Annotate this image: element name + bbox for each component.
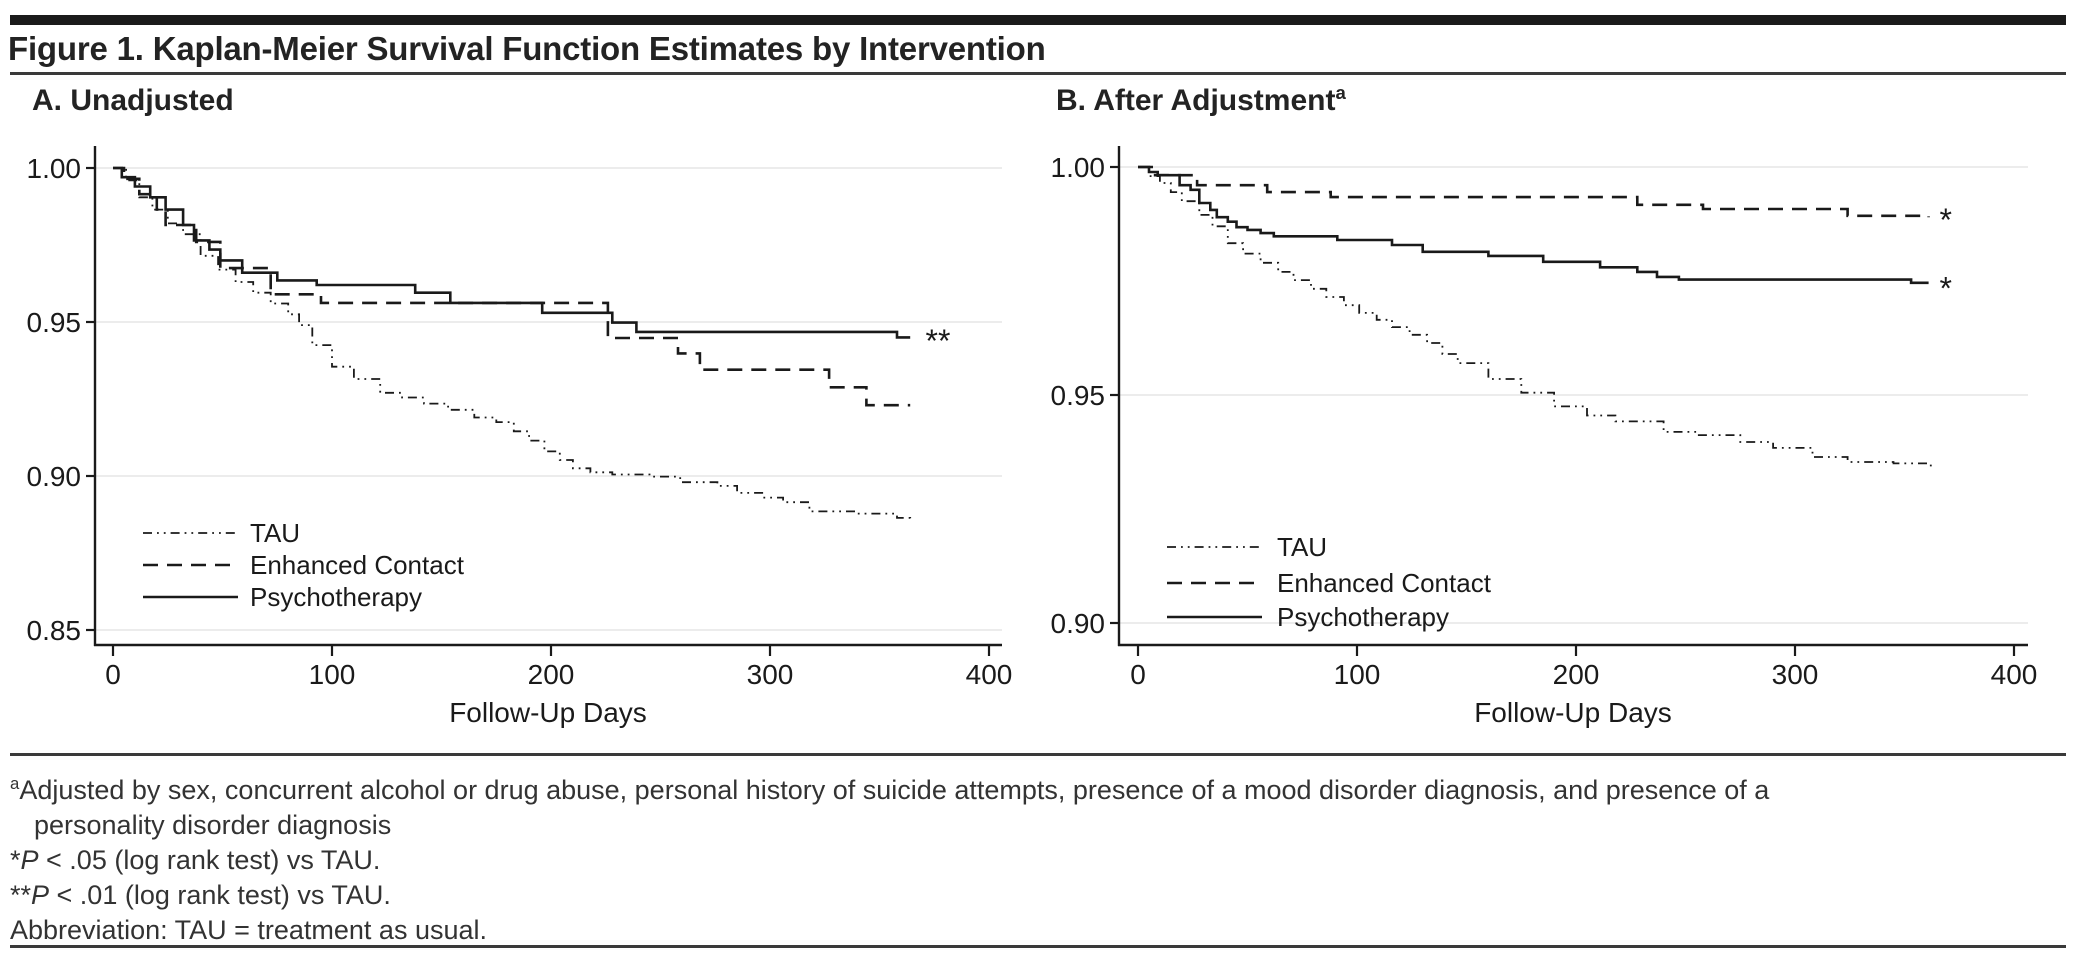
footnote-abbreviation: Abbreviation: TAU = treatment as usual. [10, 915, 487, 945]
panel-a-legend-label-psychotherapy: Psychotherapy [250, 582, 422, 612]
panel-a-x-tick-label: 300 [747, 659, 794, 690]
panel-b-y-tick-label: 1.00 [1051, 152, 1106, 183]
footnote-star2-rest: < .01 (log rank test) vs TAU. [49, 880, 391, 910]
panel-b-title: B. After Adjustmenta [1056, 82, 1346, 118]
footnote-a-superscript: a [10, 774, 20, 793]
panel-b-significance-annotation: * [1940, 202, 1952, 238]
footnote-star2: **P < .01 (log rank test) vs TAU. [10, 878, 2050, 913]
panel-a-legend-label-enhanced-contact: Enhanced Contact [250, 550, 465, 580]
panel-a-x-axis-label: Follow-Up Days [449, 697, 647, 728]
title-divider-rule [10, 72, 2066, 75]
panel-b-x-tick-label: 400 [1991, 659, 2038, 690]
panel-a-x-tick-label: 200 [528, 659, 575, 690]
panel-b-legend-label-tau: TAU [1277, 532, 1327, 562]
footnote-star2-p: P [31, 880, 50, 910]
panel-a-x-tick-label: 0 [105, 659, 121, 690]
panel-b-legend-label-psychotherapy: Psychotherapy [1277, 602, 1449, 632]
panel-a-x-tick-label: 400 [966, 659, 1013, 690]
footnote-adjustment-text1: Adjusted by sex, concurrent alcohol or d… [19, 775, 1770, 805]
panel-b-series-enhanced-contact [1138, 165, 1930, 218]
footnotes-block: aAdjusted by sex, concurrent alcohol or … [10, 766, 2050, 948]
footnote-star1: *P < .05 (log rank test) vs TAU. [10, 843, 2050, 878]
panel-b-series-tau [1138, 166, 1932, 468]
top-border-bar [10, 15, 2066, 25]
panel-b-x-axis-label: Follow-Up Days [1474, 697, 1672, 728]
panel-b-series-psychotherapy [1138, 165, 1929, 285]
panel-a-series-tau [113, 167, 912, 520]
panel-b-y-tick-label: 0.95 [1051, 380, 1106, 411]
panel-a-y-tick-label: 1.00 [27, 153, 82, 184]
panel-b-x-tick-label: 200 [1553, 659, 1600, 690]
panel-b-x-tick-label: 100 [1334, 659, 1381, 690]
panel-b-y-tick-label: 0.90 [1051, 608, 1106, 639]
panel-a-title-text: A. Unadjusted [32, 84, 234, 117]
footnote-star2-prefix: ** [10, 880, 32, 910]
panel-a-y-tick-label: 0.90 [27, 461, 82, 492]
panel-b-x-tick-label: 0 [1130, 659, 1146, 690]
footnote-adjustment-line2: personality disorder diagnosis [34, 810, 392, 840]
footnote-divider-rule [10, 753, 2066, 756]
panel-a-plot: 1.00 0.95 0.90 0.85 0 100 200 300 400 Follow-Up D… [27, 146, 1013, 728]
panel-a-x-tick-label: 100 [309, 659, 356, 690]
footnote-star1-prefix: * [10, 845, 21, 875]
panel-b-plot: 1.00 0.95 0.90 0 100 200 300 400 Follow-Up Days T… [1051, 146, 2038, 728]
panel-a-series-enhanced-contact [113, 166, 911, 407]
figure-title: Figure 1. Kaplan-Meier Survival Function… [8, 30, 1046, 67]
panel-a-legend-label-tau: TAU [250, 518, 300, 548]
footnote-adjustment-line1: aAdjusted by sex, concurrent alcohol or … [10, 766, 2050, 808]
panel-a-y-tick-label: 0.85 [27, 615, 82, 646]
panel-a-y-tick-label: 0.95 [27, 307, 82, 338]
panel-b-legend-label-enhanced-contact: Enhanced Contact [1277, 568, 1492, 598]
panel-a-significance-annotation: ** [925, 323, 950, 359]
footnote-star1-p: P [20, 845, 39, 875]
panel-b-title-sup: a [1335, 82, 1346, 103]
panel-a-series-psychotherapy [113, 166, 911, 339]
panel-b-x-tick-label: 300 [1772, 659, 1819, 690]
panel-b-significance-annotation: * [1940, 271, 1952, 307]
bottom-border-rule [10, 945, 2066, 948]
footnote-star1-rest: < .05 (log rank test) vs TAU. [38, 845, 381, 875]
panel-a-title: A. Unadjusted [32, 82, 234, 118]
panel-b-title-text: B. After Adjustment [1056, 84, 1336, 117]
